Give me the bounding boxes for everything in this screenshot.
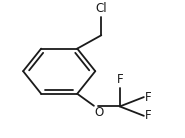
Text: F: F — [145, 109, 151, 122]
Text: O: O — [95, 106, 104, 120]
Text: F: F — [145, 91, 151, 104]
Text: F: F — [117, 73, 123, 86]
Text: Cl: Cl — [95, 2, 107, 15]
